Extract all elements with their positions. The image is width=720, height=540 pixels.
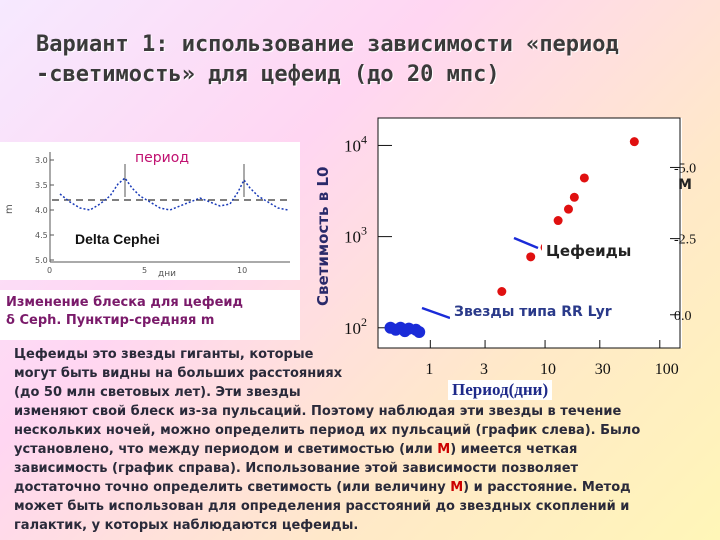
- star-name-label: Delta Cephei: [75, 231, 160, 247]
- pl-right-tick: -5.0: [674, 161, 696, 176]
- slide-title: Вариант 1: использование зависимости «пе…: [36, 30, 720, 90]
- light-curve-x-tick: 0: [47, 266, 52, 275]
- text-line-4: изменяют свой блеск из-за пульсаций. Поэ…: [14, 404, 622, 419]
- pl-y-tick: 102: [344, 315, 367, 338]
- text-line-8-end: ) и расстояние. Метод: [463, 480, 631, 495]
- light-curve-x-tick: 5: [142, 266, 147, 275]
- pl-y-label-box: Светимость в L0: [314, 167, 332, 306]
- light-curve-y-label: m: [4, 204, 15, 214]
- text-line-9: может быть использован для определения р…: [14, 499, 630, 514]
- pl-right-ticks: -5.0 -2.5 0.0: [670, 161, 696, 324]
- pl-x-ticks: 1 3 10 30 100: [425, 340, 679, 378]
- light-curve-y-tick: 4.0: [35, 206, 48, 215]
- light-curve-x-ticks: 0 5 10: [47, 266, 247, 275]
- pl-y-ticks: 104 103 102: [344, 132, 392, 338]
- period-label: период: [135, 150, 189, 166]
- pl-right-tick: -2.5: [674, 233, 696, 248]
- magnitude-symbol: М: [437, 442, 451, 457]
- cepheid-annotation: Цефеиды: [542, 240, 636, 262]
- text-line-3: (до 50 млн световых лет). Эти звезды: [14, 385, 301, 400]
- description-text: Цефеиды это звезды гиганты, которые могу…: [14, 345, 714, 535]
- pl-right-tick: 0.0: [674, 309, 692, 324]
- pl-frame: [377, 117, 681, 349]
- rr-lyrae-point: [413, 325, 426, 338]
- rr-lyrae-annotation: Звезды типа RR Lyr: [450, 302, 616, 322]
- text-line-10: галактик, у которых наблюдаются цефеиды.: [14, 518, 359, 533]
- pl-points: [384, 137, 639, 338]
- cepheid-point: [497, 286, 507, 296]
- magnitude-axis-label: M: [678, 177, 692, 193]
- magnitude-symbol: М: [450, 480, 464, 495]
- cepheid-point: [553, 216, 563, 226]
- light-curve-y-tick: 4.5: [35, 231, 48, 240]
- cepheid-point: [526, 252, 536, 262]
- pl-y-label: Светимость в L0: [314, 167, 332, 306]
- text-line-6-end: ) имеется четкая: [450, 442, 578, 457]
- pl-x-tick: 1: [425, 361, 433, 378]
- pl-axes: [377, 117, 681, 349]
- cepheid-point: [629, 137, 639, 147]
- cepheid-pointer-line: [513, 236, 539, 250]
- pl-y-tick: 104: [344, 132, 367, 155]
- light-curve-chart: m 3.0 3.5 4.0 4.5 5.0 0 5 10 период Delta Ceph…: [0, 142, 300, 280]
- cepheid-point: [569, 192, 579, 202]
- rr-pointer-line: [421, 306, 451, 320]
- light-curve-y-ticks: 3.0 3.5 4.0 4.5 5.0: [35, 156, 54, 265]
- pl-x-tick: 3: [480, 361, 488, 378]
- caption-line-2: δ Ceph. Пунктир-средняя m: [6, 313, 215, 328]
- light-curve-caption: Изменение блеска для цефеид δ Ceph. Пунк…: [0, 290, 300, 340]
- caption-line-1: Изменение блеска для цефеид: [6, 295, 244, 310]
- pl-y-tick: 103: [344, 224, 367, 247]
- light-curve-y-tick: 5.0: [35, 256, 48, 265]
- light-curve-x-label: дни: [158, 269, 176, 279]
- title-line-1: Вариант 1: использование зависимости «пе…: [36, 32, 619, 57]
- pl-x-tick: 30: [595, 361, 611, 378]
- light-curve-x-tick: 10: [237, 266, 247, 275]
- light-curve-y-tick: 3.5: [35, 181, 48, 190]
- title-line-2: -светимость» для цефеид (до 20 мпс): [36, 62, 500, 87]
- light-curve-line: [59, 176, 289, 211]
- cepheid-point: [563, 204, 573, 214]
- text-line-6: установлено, что между периодом и светим…: [14, 440, 714, 459]
- text-line-1: Цефеиды это звезды гиганты, которые: [14, 347, 314, 362]
- text-line-2: могут быть видны на больших расстояниях: [14, 366, 343, 381]
- text-line-8-start: достаточно точно определить светимость (…: [14, 480, 451, 495]
- pl-x-tick: 100: [655, 361, 679, 378]
- period-luminosity-chart: 104 103 102 -5.0 -2.5 0.0 1 3 10 30 100: [344, 117, 696, 378]
- text-line-6-start: установлено, что между периодом и светим…: [14, 442, 438, 457]
- cepheid-point: [579, 173, 589, 183]
- pl-x-tick: 10: [540, 361, 556, 378]
- period-axis-label: Период(дни): [448, 380, 553, 400]
- text-line-7: зависимость (график справа). Использован…: [14, 461, 579, 476]
- light-curve-y-tick: 3.0: [35, 156, 48, 165]
- text-line-5: нескольких ночей, можно определить перио…: [14, 423, 641, 438]
- text-line-8: достаточно точно определить светимость (…: [14, 478, 714, 497]
